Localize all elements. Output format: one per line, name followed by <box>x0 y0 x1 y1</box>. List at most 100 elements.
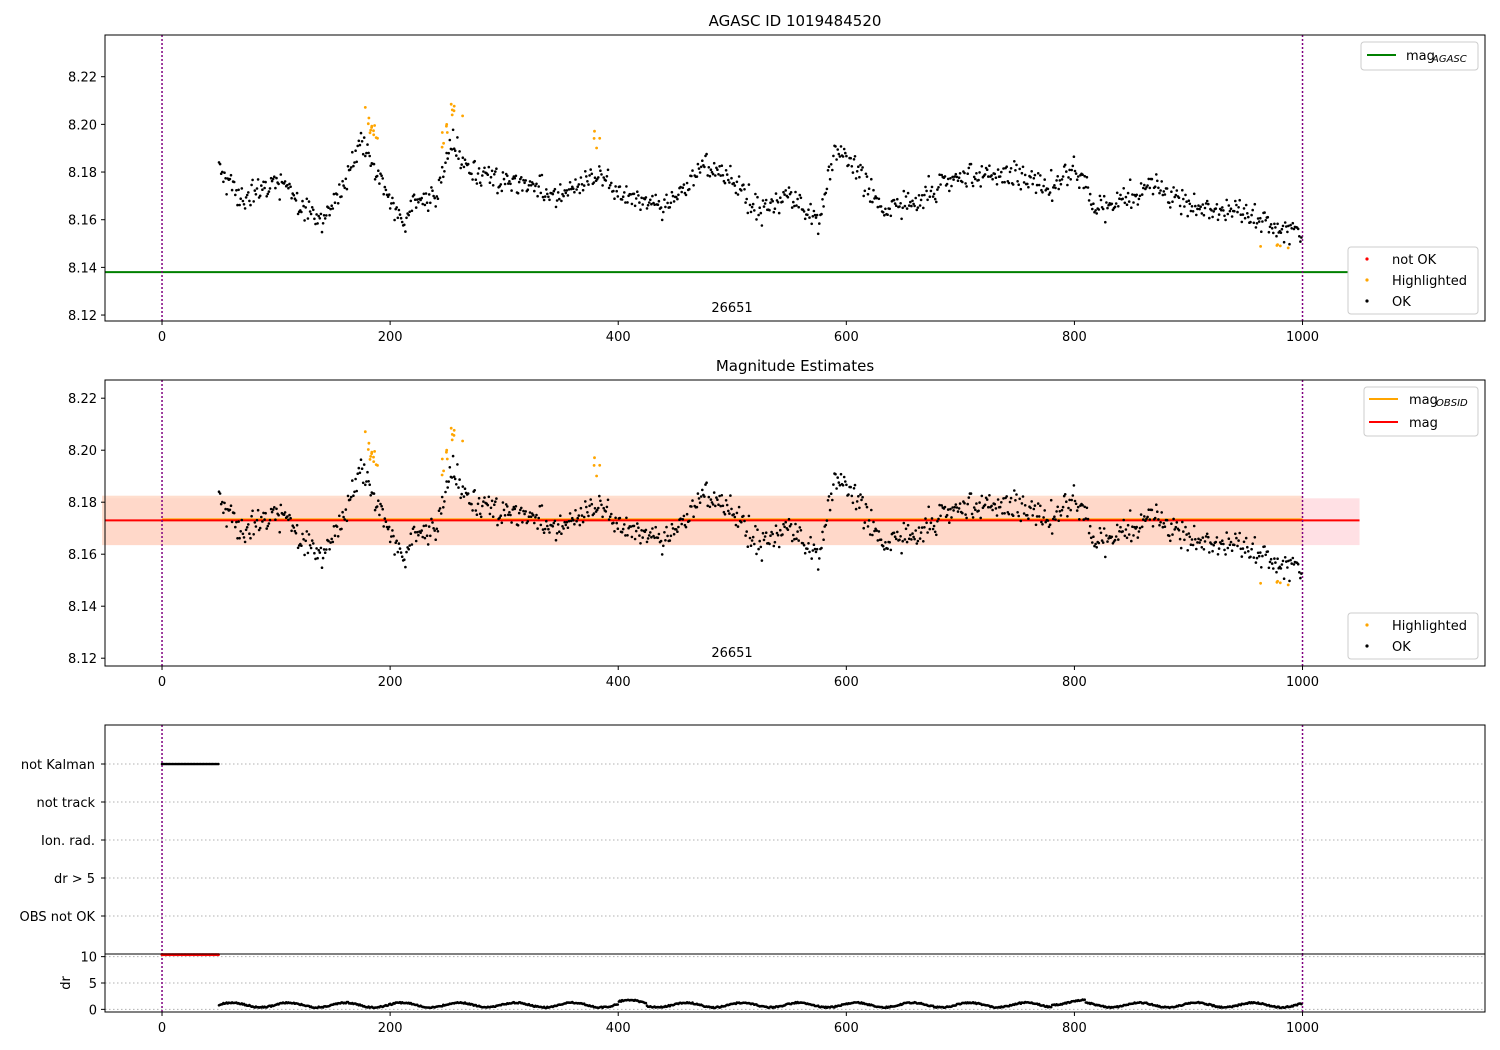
ok-point <box>536 527 539 530</box>
ok-point <box>837 152 841 156</box>
ok-point <box>1071 494 1075 497</box>
ok-point <box>353 490 356 494</box>
highlighted-point <box>366 448 370 451</box>
ok-point <box>592 181 596 184</box>
ok-point <box>1195 213 1198 217</box>
ok-point <box>318 217 322 220</box>
ok-point <box>698 501 702 505</box>
dr-point <box>1049 1005 1053 1009</box>
ok-point <box>1135 193 1138 197</box>
ok-point <box>310 539 314 542</box>
ok-point <box>323 551 327 554</box>
ok-point <box>768 208 771 212</box>
ok-point <box>1227 204 1231 207</box>
ok-point <box>1280 563 1284 566</box>
ok-point <box>1128 509 1132 512</box>
ok-point <box>717 173 720 176</box>
ok-point <box>1215 203 1219 206</box>
ok-point <box>1151 192 1155 196</box>
ok-point <box>1002 497 1005 500</box>
ok-point <box>1190 538 1194 541</box>
ok-point <box>790 206 794 209</box>
ok-point <box>610 181 613 185</box>
ok-point <box>1256 217 1260 220</box>
ok-point <box>247 191 250 194</box>
ok-point <box>676 530 679 533</box>
ok-point <box>1259 216 1262 220</box>
ok-point <box>732 181 735 185</box>
ok-point <box>1286 566 1289 569</box>
ok-point <box>597 176 600 179</box>
ok-point <box>716 168 719 171</box>
ok-point <box>745 197 748 201</box>
ok-point <box>647 201 651 204</box>
ok-point <box>1291 221 1295 225</box>
ok-point <box>438 507 442 510</box>
ok-point <box>639 542 642 545</box>
ok-point <box>452 475 456 479</box>
agasc-panel: AGASC ID 1019484520 0 200 400 600 800 10008.1… <box>68 12 1486 345</box>
x-tick-label: 1000 <box>1286 675 1319 690</box>
ok-point <box>912 202 915 206</box>
ok-point <box>265 195 269 198</box>
ok-point <box>457 157 460 160</box>
ok-point <box>225 193 228 196</box>
legend-swatch-point <box>1365 257 1369 261</box>
ok-point <box>498 516 502 519</box>
ok-point <box>222 511 225 515</box>
ok-point <box>987 175 990 178</box>
ok-point <box>877 197 881 201</box>
ok-point <box>385 525 389 529</box>
ok-point <box>508 511 511 514</box>
ok-point <box>1145 517 1148 521</box>
ok-point <box>844 480 847 483</box>
ok-point <box>809 202 812 206</box>
ok-point <box>1123 201 1127 205</box>
ok-point <box>1177 196 1181 199</box>
ok-point <box>384 520 388 523</box>
ok-point <box>1132 201 1135 204</box>
ok-point <box>1217 547 1221 550</box>
ok-point <box>325 548 328 551</box>
ok-point <box>548 198 551 202</box>
ok-point <box>1156 510 1159 513</box>
ok-point <box>387 525 391 529</box>
x-tick-label: 600 <box>834 675 859 690</box>
ok-point <box>237 520 240 523</box>
ok-point <box>1069 178 1072 181</box>
ok-point <box>534 184 537 188</box>
ok-point <box>727 178 730 182</box>
ok-point <box>278 198 282 201</box>
ok-point <box>333 201 337 204</box>
ok-point <box>965 185 968 188</box>
ok-point <box>966 502 969 506</box>
ok-point <box>1170 190 1173 193</box>
ok-point <box>1115 191 1119 195</box>
ok-point <box>663 531 666 534</box>
ok-point <box>630 535 634 539</box>
ok-point <box>382 525 386 528</box>
ok-point <box>747 514 751 518</box>
ok-point <box>561 525 564 528</box>
ok-point <box>479 184 483 187</box>
ok-point <box>911 199 914 203</box>
ok-point <box>939 183 942 186</box>
ok-point <box>615 189 618 193</box>
ok-point <box>1214 540 1218 544</box>
ok-point <box>333 534 337 537</box>
ok-point <box>408 544 412 547</box>
highlighted-point <box>363 106 367 109</box>
ok-point <box>925 521 928 525</box>
ok-point <box>316 222 319 225</box>
ok-point <box>877 530 881 533</box>
ok-point <box>1168 201 1171 205</box>
ok-point <box>1143 183 1146 187</box>
ok-point <box>1200 212 1204 215</box>
ok-point <box>1289 223 1292 227</box>
ok-point <box>802 210 806 213</box>
ok-point <box>282 513 286 516</box>
ok-point <box>243 207 247 210</box>
ok-point <box>1065 500 1068 504</box>
ok-point <box>568 512 572 515</box>
ok-point <box>517 180 521 184</box>
